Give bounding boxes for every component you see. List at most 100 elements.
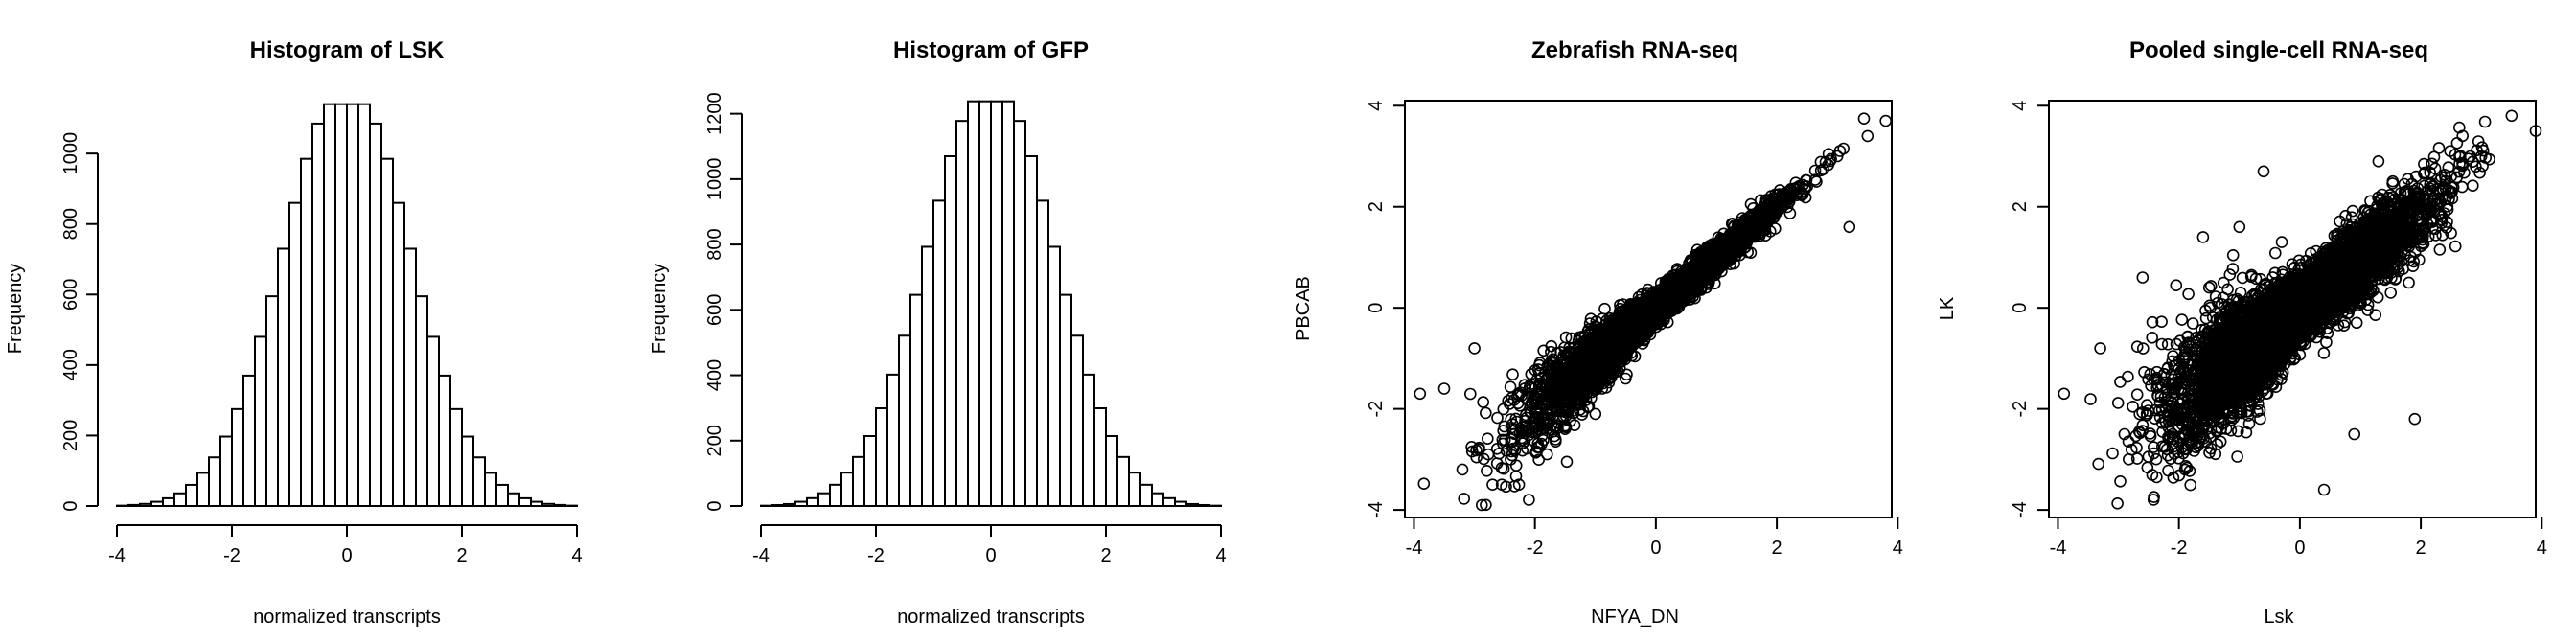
histogram-bar — [1151, 492, 1164, 508]
scatter-point — [1417, 477, 1431, 491]
histogram-bar — [875, 407, 888, 507]
x-tick-label: 0 — [985, 545, 996, 566]
y-tick-label: 800 — [704, 228, 725, 260]
histogram-bar — [507, 492, 520, 507]
scatter-point — [1481, 464, 1493, 477]
histogram-bar — [438, 374, 451, 508]
histogram-bar — [1105, 434, 1118, 507]
scatter-point — [1615, 338, 1628, 352]
scatter-point — [1491, 411, 1504, 425]
histogram-bars — [116, 103, 578, 508]
chart-title: Histogram of GFP — [893, 37, 1089, 63]
histogram-bar — [898, 334, 911, 507]
scatter-point — [1530, 441, 1544, 454]
zebrafish-scatter-panel: Zebrafish RNA-seq NFYA_DN PBCAB -4 -2 0 2 4-… — [1288, 0, 1932, 644]
histogram-bar — [541, 502, 555, 507]
scatter-point — [1726, 218, 1739, 230]
scatter-point — [1800, 173, 1813, 187]
x-axis: -4 -2 0 2 4 — [108, 524, 583, 566]
scatter-point — [1531, 408, 1545, 421]
histogram-gfp-chart: Histogram of GFP normalized transcripts … — [649, 37, 1227, 628]
scatter-point — [1504, 380, 1517, 394]
scatter-point — [1516, 444, 1529, 457]
histogram-bar — [852, 455, 865, 508]
histogram-bar — [1059, 293, 1072, 507]
histogram-bar — [265, 295, 279, 507]
histogram-bar — [944, 154, 957, 507]
histogram-bar — [1070, 334, 1084, 507]
histogram-bar — [403, 247, 417, 507]
chart-title: Zebrafish RNA-seq — [1531, 37, 1738, 63]
histogram-bar — [1013, 120, 1026, 508]
histogram-bar — [990, 100, 1003, 508]
y-tick-label: 1200 — [704, 92, 725, 135]
histogram-bar — [771, 503, 785, 508]
histogram-bar — [495, 483, 509, 507]
x-tick-label: 2 — [1100, 545, 1111, 566]
histogram-bar — [288, 201, 302, 508]
histogram-bar — [955, 120, 969, 508]
x-tick-label: -4 — [108, 545, 126, 566]
scatter-point — [1542, 418, 1554, 430]
scatter-point — [1543, 358, 1556, 372]
scatter-point — [1500, 480, 1512, 494]
histogram-bar — [415, 295, 428, 507]
histogram-bar — [783, 502, 796, 508]
scatter-point — [1606, 363, 1619, 376]
scatter-point — [1476, 498, 1488, 512]
x-tick-label: 2 — [456, 545, 467, 566]
scatter-point — [1791, 181, 1805, 195]
y-axis-label: Frequency — [649, 264, 670, 355]
histogram-bar — [185, 483, 198, 507]
scatter-point — [1497, 437, 1509, 450]
histogram-bar — [1036, 199, 1049, 507]
histogram-bar — [369, 122, 382, 507]
scatter-point — [1625, 349, 1639, 362]
scatter-point — [1562, 405, 1575, 419]
histogram-lsk-panel: Histogram of LSK normalized transcripts … — [0, 0, 644, 644]
x-axis-label: normalized transcripts — [253, 607, 441, 628]
x-tick-label: 0 — [341, 545, 352, 566]
histogram-bar — [472, 456, 486, 507]
y-tick-label: 0 — [704, 500, 725, 511]
histogram-bar — [1116, 455, 1130, 508]
histogram-bar — [346, 103, 359, 508]
histogram-bar — [231, 407, 244, 508]
x-tick-label: -4 — [752, 545, 770, 566]
histogram-bar — [1128, 472, 1141, 507]
histogram-bar — [886, 373, 900, 507]
x-tick-label: 4 — [1215, 545, 1226, 566]
zebrafish-scatter-chart: Zebrafish RNA-seq NFYA_DN PBCAB -4 -2 0 2 4-… — [1293, 37, 1903, 628]
scatter-point — [1547, 374, 1560, 386]
histogram-bar — [208, 456, 221, 507]
scatter-point — [1598, 302, 1611, 315]
histogram-bar — [932, 199, 946, 507]
scatter-point — [1564, 356, 1577, 369]
histogram-bar — [334, 103, 348, 508]
histogram-bar — [392, 201, 405, 508]
scatter-point — [1509, 470, 1523, 483]
histogram-bars — [760, 100, 1222, 508]
y-tick-label: 1000 — [60, 132, 81, 175]
histogram-bar — [196, 472, 210, 507]
scatter-point — [1601, 374, 1615, 387]
histogram-lsk-chart: Histogram of LSK normalized transcripts … — [5, 37, 583, 628]
scatter-point — [1763, 225, 1777, 238]
x-axis-label: normalized transcripts — [897, 607, 1085, 628]
y-tick-label: 200 — [704, 425, 725, 456]
histogram-bar — [1139, 483, 1153, 507]
histogram-bar — [1197, 503, 1210, 508]
scatter-point — [1565, 332, 1578, 345]
histogram-bar — [139, 502, 152, 507]
histogram-bar — [1047, 245, 1061, 507]
histogram-bar — [311, 122, 325, 507]
histogram-bar — [1082, 373, 1095, 507]
chart-title: Histogram of LSK — [250, 37, 445, 63]
histogram-bar — [1024, 154, 1038, 507]
histogram-bar — [426, 335, 440, 507]
histogram-bar — [150, 500, 164, 507]
histogram-bar — [323, 103, 336, 508]
